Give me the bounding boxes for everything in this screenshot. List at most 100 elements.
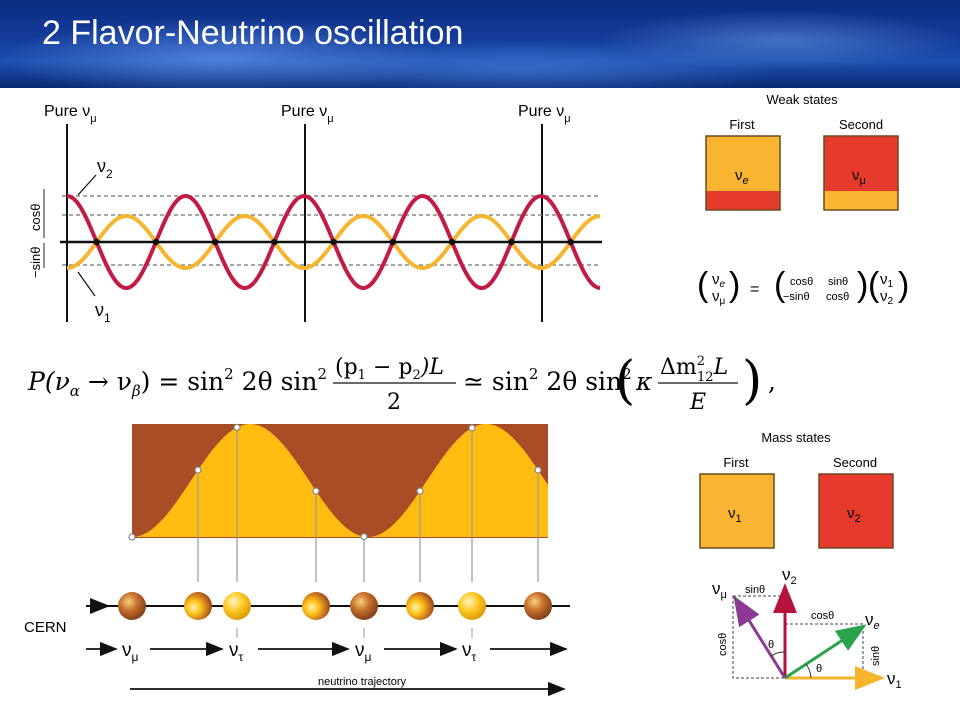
wave-node-dot-9 (567, 238, 574, 246)
weak-first-label: First (729, 117, 755, 132)
mass-first-symbol: ν1 (728, 505, 742, 525)
wave-node-dot-6 (389, 238, 397, 246)
wave-node-dot-5 (330, 238, 337, 246)
flavor-label-nutau-2: ντ (462, 640, 477, 664)
rhs-close-paren: ) (898, 266, 909, 304)
pure-numu-label-3: Pure νμ (518, 103, 571, 125)
numu-vector (733, 595, 787, 679)
wave-node-dot-4 (271, 238, 278, 246)
rhs-open-paren: ( (868, 266, 880, 304)
page-title: 2 Flavor-Neutrino oscillation (42, 14, 464, 52)
banner-background (0, 0, 960, 88)
matrix-equals: = (750, 281, 759, 298)
weak-second-red-part (824, 136, 898, 191)
lhs-top-nu: νe (712, 271, 726, 290)
nu1-label: ν1 (95, 300, 111, 325)
weak-states-panel: Weak states First Second νe νμ (705, 92, 899, 211)
formula-comma: , (768, 367, 776, 396)
oscillation-probability-formula: P(να → νβ) = sin2 2θ sin2 (p1 − p2)L 2 ≃… (27, 351, 776, 415)
curve-marker-2 (194, 466, 202, 474)
formula-fraction2-numerator: Δm2 12L (660, 354, 728, 385)
matrix-open-paren: ( (774, 266, 786, 304)
oscillation-wave-panel: Pure νμ Pure νμ Pure νμ cosθ −sinθ ν2 ν1 (28, 103, 602, 325)
formula-big-open-paren: ( (615, 351, 635, 411)
curve-marker-4 (312, 487, 320, 495)
lhs-open-paren: ( (697, 266, 709, 304)
mixing-angle-diagram: νμ ν2 νe ν1 sinθ cosθ cosθ sinθ θ θ (712, 565, 902, 691)
neutrino-ball-1 (118, 592, 146, 620)
weak-states-heading: Weak states (766, 92, 838, 107)
mass-second-box (818, 473, 894, 549)
mass-second-symbol: ν2 (847, 505, 861, 525)
matrix-m12: sinθ (828, 276, 848, 288)
curve-marker-5 (360, 533, 368, 541)
mass-states-panel: Mass states First Second ν1 ν2 (699, 430, 894, 549)
wave-node-dot-3 (211, 238, 219, 246)
neutrino-ball-7 (458, 592, 486, 620)
formula-lhs: P(να → νβ) = sin2 2θ sin2 (27, 365, 327, 400)
cos-theta-top-label: cosθ (811, 610, 834, 622)
nue-label: νe (865, 610, 880, 632)
formula-approx: ≃ sin2 2θ sin2 (463, 365, 632, 396)
formula-kappa: κ (635, 367, 653, 396)
matrix-m11: cosθ (790, 276, 813, 288)
weak-first-yellow-part (706, 136, 780, 191)
sin-theta-axis-label: −sinθ (28, 247, 43, 278)
numu-label: νμ (712, 579, 727, 601)
wave-node-dot-2 (152, 238, 160, 246)
weak-second-box (823, 135, 899, 211)
rhs-bottom-nu: ν2 (880, 288, 894, 307)
curve-marker-3 (233, 423, 241, 431)
neutrino-ball-4 (302, 592, 330, 620)
trajectory-panel: CERN νμ ντ νμ ντ neutrino trajectory (24, 592, 570, 697)
flavor-label-nutau-1: ντ (229, 640, 244, 664)
nue-vector (784, 624, 867, 680)
neutrino-ball-5 (350, 592, 378, 620)
nu2-pointer (77, 174, 97, 196)
weak-first-box (705, 135, 781, 211)
wave-node-dot-7 (448, 238, 456, 246)
title-banner: 2 Flavor-Neutrino oscillation (0, 0, 960, 88)
theta-arc-upper (770, 651, 786, 657)
flavor-label-numu-2: νμ (355, 640, 372, 664)
sin-theta-right-label: sinθ (870, 646, 882, 666)
formula-big-close-paren: ) (742, 351, 762, 411)
curve-marker-1 (128, 533, 136, 541)
weak-second-yellow-part (824, 191, 898, 210)
curve-marker-6 (416, 487, 424, 495)
neutrino-ball-6 (406, 592, 434, 620)
flavor-label-numu-1: νμ (122, 640, 139, 664)
mixing-matrix-equation: ( νe νμ ) = ( cosθ sinθ −sinθ cosθ ) ( ν… (697, 266, 909, 307)
formula-fraction2-denominator: E (689, 390, 706, 415)
curve-marker-7 (468, 424, 476, 432)
mass-second-label: Second (833, 455, 877, 470)
formula-fraction1-numerator: (p1 − p2)L (335, 355, 444, 383)
wave-node-dot-8 (508, 238, 515, 246)
nu1-diagram-label: ν1 (887, 669, 902, 691)
nu1-pointer (77, 271, 96, 297)
cos-theta-left-label: cosθ (717, 633, 729, 656)
weak-first-symbol: νe (735, 167, 749, 187)
theta-lower-label: θ (816, 663, 822, 675)
probability-leader-lines (128, 423, 542, 582)
matrix-close-paren: ) (857, 266, 868, 304)
cos-theta-axis-label: cosθ (28, 204, 43, 231)
theta-arc-lower (805, 663, 812, 679)
neutrino-ball-3 (223, 592, 251, 620)
theta-upper-label: θ (768, 639, 774, 651)
lhs-bottom-nu: νμ (712, 288, 726, 307)
rhs-top-nu: ν1 (880, 271, 894, 290)
wave-node-dot-1 (93, 238, 100, 246)
trajectory-axis-label: neutrino trajectory (318, 676, 407, 688)
sin-theta-top-label: sinθ (745, 584, 765, 596)
nu2-diagram-label: ν2 (782, 565, 797, 587)
matrix-m22: cosθ (826, 291, 849, 303)
pure-numu-label-1: Pure νμ (44, 103, 97, 125)
pure-numu-label-2: Pure νμ (281, 103, 334, 125)
formula-fraction1-denominator: 2 (387, 390, 401, 415)
mass-first-box (699, 473, 775, 549)
neutrino-ball-8 (524, 592, 552, 620)
lhs-close-paren: ) (729, 266, 740, 304)
weak-second-label: Second (839, 117, 883, 132)
